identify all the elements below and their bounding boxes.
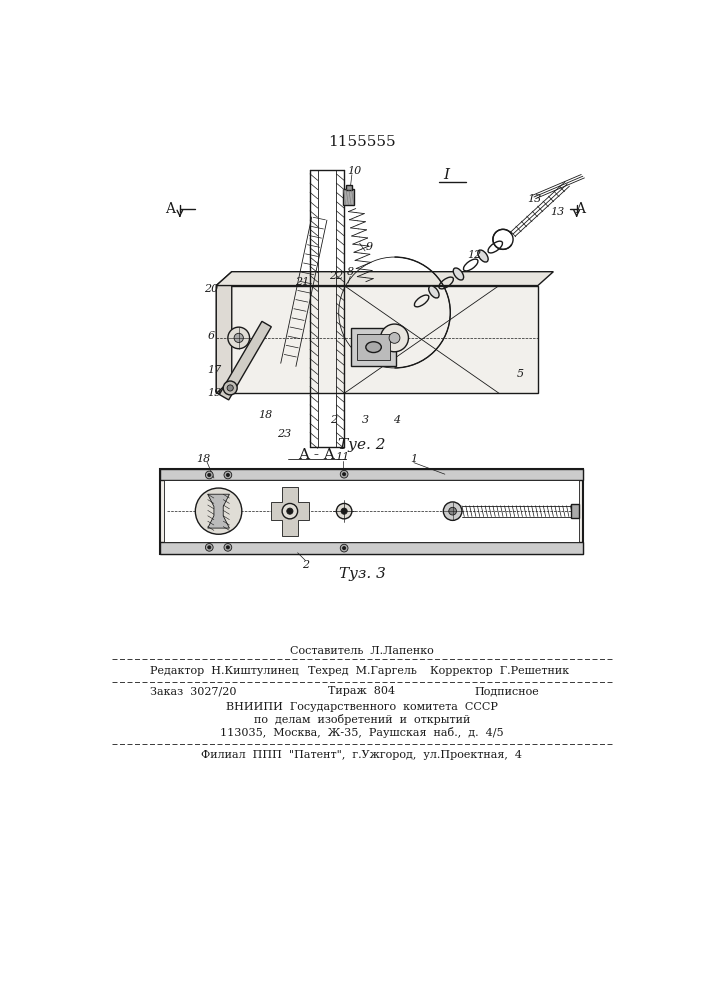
Text: 4: 4 xyxy=(393,415,400,425)
Circle shape xyxy=(389,333,400,343)
Text: 18: 18 xyxy=(196,454,210,464)
Bar xyxy=(344,189,354,205)
Circle shape xyxy=(443,502,462,520)
Text: Редактор  Н.Киштулинец: Редактор Н.Киштулинец xyxy=(151,666,299,676)
Bar xyxy=(160,542,583,554)
Text: 2: 2 xyxy=(302,560,309,570)
Text: Τуе. 2: Τуе. 2 xyxy=(338,438,386,452)
Circle shape xyxy=(227,385,233,391)
Text: 21: 21 xyxy=(295,277,310,287)
Text: 1155555: 1155555 xyxy=(328,135,396,149)
Bar xyxy=(571,504,579,518)
Circle shape xyxy=(287,508,293,514)
Text: 1: 1 xyxy=(410,454,417,464)
Text: по  делам  изобретений  и  открытий: по делам изобретений и открытий xyxy=(254,714,470,725)
Circle shape xyxy=(282,503,298,519)
Text: 20: 20 xyxy=(204,284,218,294)
Text: Корректор  Г.Решетник: Корректор Г.Решетник xyxy=(430,666,568,676)
Circle shape xyxy=(449,507,457,515)
Text: 18: 18 xyxy=(258,410,272,420)
Circle shape xyxy=(206,471,213,479)
Circle shape xyxy=(223,381,237,395)
Polygon shape xyxy=(216,272,232,393)
Text: 23: 23 xyxy=(276,429,291,439)
Text: 13: 13 xyxy=(527,194,541,204)
Polygon shape xyxy=(216,286,538,393)
Bar xyxy=(346,185,352,190)
Text: 19: 19 xyxy=(207,388,221,398)
Bar xyxy=(160,469,583,480)
Circle shape xyxy=(206,544,213,551)
Polygon shape xyxy=(219,321,271,400)
Text: A: A xyxy=(575,202,585,216)
Ellipse shape xyxy=(478,250,488,262)
Text: 12: 12 xyxy=(467,250,481,260)
Text: 2: 2 xyxy=(329,415,337,425)
Bar xyxy=(163,480,579,542)
Text: Составитель  Л.Лапенко: Составитель Л.Лапенко xyxy=(290,646,434,656)
Circle shape xyxy=(226,473,230,477)
Text: 113035,  Москва,  Ж-35,  Раушская  наб.,  д.  4/5: 113035, Москва, Ж-35, Раушская наб., д. … xyxy=(220,727,504,738)
Polygon shape xyxy=(208,494,230,528)
Circle shape xyxy=(343,473,346,476)
Text: ВНИИПИ  Государственного  комитета  СССР: ВНИИПИ Государственного комитета СССР xyxy=(226,702,498,712)
Text: 6: 6 xyxy=(207,331,214,341)
Circle shape xyxy=(224,471,232,479)
Text: Тираж  804: Тираж 804 xyxy=(328,686,395,696)
Text: 10: 10 xyxy=(347,166,361,176)
Circle shape xyxy=(208,473,211,477)
Text: Филиал  ППП  "Патент",  г.Ужгород,  ул.Проектная,  4: Филиал ППП "Патент", г.Ужгород, ул.Проек… xyxy=(201,750,522,760)
Text: I: I xyxy=(443,168,450,182)
Text: A - A: A - A xyxy=(298,448,335,462)
Text: A: A xyxy=(165,202,175,216)
Circle shape xyxy=(337,503,352,519)
Text: 8: 8 xyxy=(346,267,354,277)
Text: 22: 22 xyxy=(329,271,344,281)
Circle shape xyxy=(341,508,347,514)
Circle shape xyxy=(340,470,348,478)
Polygon shape xyxy=(271,487,309,536)
Text: Подписное: Подписное xyxy=(474,686,539,696)
Circle shape xyxy=(195,488,242,534)
Bar xyxy=(357,334,390,360)
Circle shape xyxy=(226,546,230,549)
Bar xyxy=(160,469,583,554)
Circle shape xyxy=(224,544,232,551)
Text: Τуз. 3: Τуз. 3 xyxy=(339,567,385,581)
Text: 9: 9 xyxy=(366,242,373,252)
Circle shape xyxy=(228,327,250,349)
Circle shape xyxy=(380,324,409,352)
Circle shape xyxy=(343,547,346,550)
Text: 5: 5 xyxy=(517,369,524,379)
Text: 3: 3 xyxy=(362,415,369,425)
Text: 13: 13 xyxy=(550,207,564,217)
Ellipse shape xyxy=(428,286,439,298)
Ellipse shape xyxy=(366,342,381,353)
Text: Заказ  3027/20: Заказ 3027/20 xyxy=(150,686,236,696)
Ellipse shape xyxy=(453,268,464,280)
Circle shape xyxy=(208,546,211,549)
Polygon shape xyxy=(216,272,554,286)
Circle shape xyxy=(234,333,243,343)
Text: 11: 11 xyxy=(335,452,350,462)
Text: Техред  М.Гаргель: Техред М.Гаргель xyxy=(308,666,416,676)
Circle shape xyxy=(340,544,348,552)
Text: 17: 17 xyxy=(207,365,221,375)
Bar xyxy=(351,328,396,366)
